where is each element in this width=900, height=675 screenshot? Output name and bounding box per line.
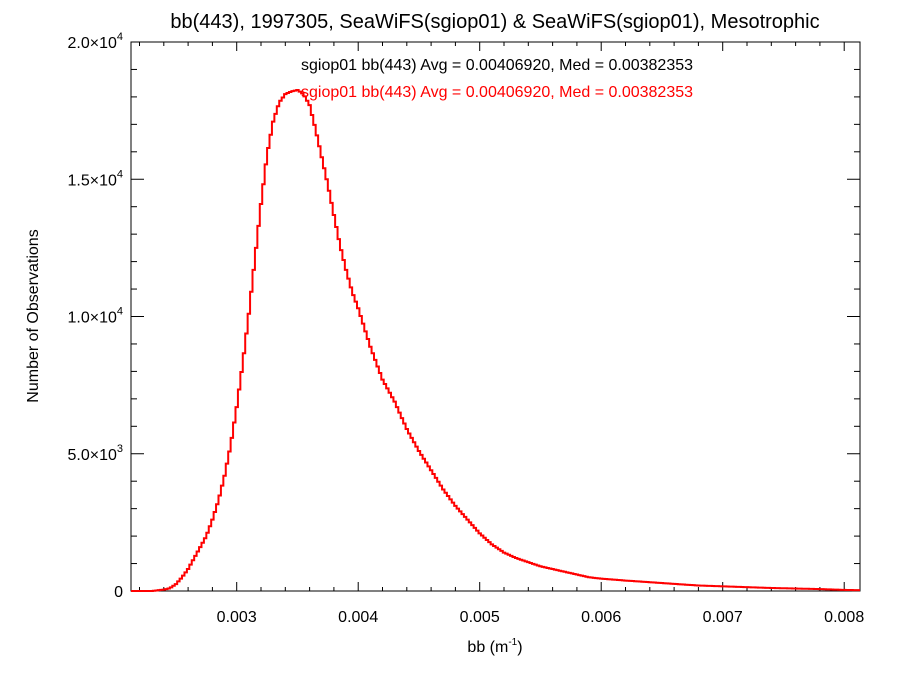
- y-tick-mantissa: 1.5×10: [67, 172, 116, 189]
- x-tick-label: 0.003: [217, 609, 257, 626]
- x-axis-label-exponent: -1: [508, 637, 517, 648]
- y-tick-exponent: 3: [117, 443, 123, 455]
- y-tick-mantissa: 1.0×10: [67, 310, 116, 327]
- x-axis-label-text: bb (m: [467, 639, 508, 656]
- y-tick-label: 1.0×104: [67, 306, 123, 327]
- y-tick-exponent: 4: [117, 168, 123, 180]
- x-tick-label: 0.007: [703, 609, 743, 626]
- y-tick-exponent: 4: [117, 306, 123, 318]
- x-tick-label: 0.004: [338, 609, 378, 626]
- y-tick-mantissa: 5.0×10: [67, 447, 116, 464]
- x-axis-label-close: ): [517, 639, 522, 656]
- y-tick-label: 1.5×104: [67, 168, 123, 189]
- x-tick-label: 0.006: [581, 609, 621, 626]
- histogram-series-line: [131, 89, 860, 592]
- y-tick-mantissa: 2.0×10: [67, 35, 116, 52]
- y-axis-label: Number of Observations: [25, 229, 42, 402]
- y-tick-exponent: 4: [117, 31, 123, 43]
- chart-title: bb(443), 1997305, SeaWiFS(sgiop01) & Sea…: [170, 11, 819, 33]
- x-tick-label: 0.008: [824, 609, 864, 626]
- plot-frame: [130, 41, 861, 592]
- axis-ticks: [131, 41, 860, 592]
- y-tick-label: 2.0×104: [67, 31, 123, 52]
- annotation-black: sgiop01 bb(443) Avg = 0.00406920, Med = …: [301, 57, 693, 74]
- x-axis-label: bb (m-1): [467, 637, 522, 656]
- y-tick-label: 5.0×103: [67, 443, 123, 464]
- x-tick-label: 0.005: [460, 609, 500, 626]
- x-tick-labels: 0.003 0.004 0.005 0.006 0.007 0.008: [217, 609, 865, 626]
- annotation-red: sgiop01 bb(443) Avg = 0.00406920, Med = …: [301, 84, 693, 101]
- y-tick-label: 0: [114, 584, 123, 601]
- y-tick-mantissa: 0: [114, 584, 123, 601]
